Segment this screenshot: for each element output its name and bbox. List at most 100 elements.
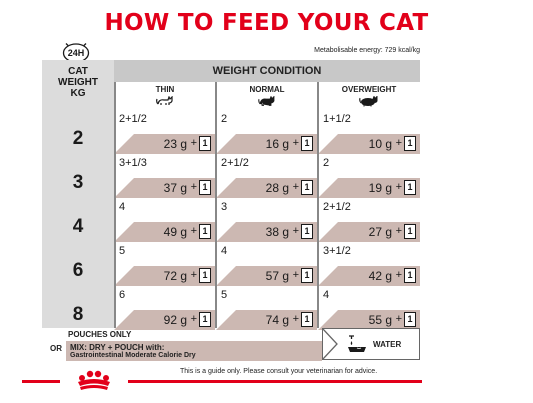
- pouch-count-cell: 2: [216, 110, 317, 134]
- dry-grams-cell: 38 g +1: [216, 222, 317, 242]
- grams-value: 16 g: [265, 137, 289, 151]
- dry-grams-cell: 37 g +1: [114, 178, 215, 198]
- feeding-options: POUCHES ONLY OR MIX: DRY + POUCH with: G…: [42, 328, 322, 361]
- pouch-count-cell: 2+1/2: [114, 110, 215, 134]
- pouch-count-cell: 3: [216, 198, 317, 222]
- brand-line-right: [128, 380, 422, 383]
- pouch-count-cell: 2+1/2: [216, 154, 317, 178]
- mix-product: Gastrointestinal Moderate Calorie Dry: [70, 352, 196, 359]
- cat-weight-header-line: KG: [70, 88, 86, 99]
- dry-grams-cell: 19 g +1: [318, 178, 420, 198]
- condition-label: OVERWEIGHT: [341, 85, 397, 94]
- thin-cat-icon: [156, 96, 173, 105]
- normal-cat-icon: [258, 96, 275, 106]
- grams-value: 19 g: [368, 181, 392, 195]
- pouch-icon: 1: [404, 268, 416, 283]
- grams-value: 49 g: [163, 225, 187, 239]
- pouch-icon: 1: [404, 136, 416, 151]
- cell-diagonal-cut: [216, 134, 236, 154]
- plus-sign: +: [190, 313, 197, 325]
- cell-diagonal-cut: [216, 310, 236, 330]
- pouch-icon: 1: [301, 180, 313, 195]
- grams-value: 72 g: [163, 269, 187, 283]
- royal-canin-crown-logo: [60, 368, 128, 392]
- weight-value: 6: [72, 260, 84, 281]
- metabolisable-energy: Metabolisable energy: 729 kcal/kg: [314, 47, 420, 54]
- pouch-icon: 1: [301, 136, 313, 151]
- column-divider: [114, 82, 116, 328]
- weight-value: 2: [72, 128, 84, 149]
- cell-diagonal-cut: [114, 310, 134, 330]
- plus-sign: +: [395, 225, 402, 237]
- condition-normal: NORMAL: [216, 82, 318, 110]
- condition-label: NORMAL: [249, 85, 285, 94]
- pouch-count-cell: 6: [114, 286, 215, 310]
- clock-label: 24H: [67, 48, 85, 58]
- grams-value: 23 g: [163, 137, 187, 151]
- grams-value: 92 g: [163, 313, 187, 327]
- pouch-count-cell: 3+1/2: [318, 242, 420, 266]
- pouch-icon: 1: [199, 136, 211, 151]
- dry-grams-cell: 16 g +1: [216, 134, 317, 154]
- cell-diagonal-cut: [114, 178, 134, 198]
- grams-value: 42 g: [368, 269, 392, 283]
- dry-grams-cell: 92 g +1: [114, 310, 215, 330]
- cell-diagonal-cut: [114, 222, 134, 242]
- plus-sign: +: [395, 269, 402, 281]
- pouch-count-cell: 4: [216, 242, 317, 266]
- brand-line-left: [22, 380, 60, 383]
- grams-value: 37 g: [163, 181, 187, 195]
- weight-condition-header: WEIGHT CONDITION: [114, 60, 420, 82]
- grams-value: 74 g: [265, 313, 289, 327]
- pouch-count-cell: 5: [114, 242, 215, 266]
- plus-sign: +: [395, 137, 402, 149]
- water-bowl-icon: [348, 335, 366, 352]
- cell-diagonal-cut: [318, 222, 338, 242]
- grams-value: 28 g: [265, 181, 289, 195]
- dry-grams-cell: 57 g +1: [216, 266, 317, 286]
- page-title: HOW TO FEED YOUR CAT: [104, 10, 429, 36]
- weight-value: 3: [72, 172, 84, 193]
- cell-diagonal-cut: [318, 266, 338, 286]
- weight-value: 8: [72, 304, 84, 325]
- feeding-table: CAT WEIGHT KG 2 3 4 6 8 WEIGHT CONDITION…: [42, 60, 420, 330]
- plus-sign: +: [395, 313, 402, 325]
- cell-diagonal-cut: [216, 178, 236, 198]
- grams-value: 55 g: [368, 313, 392, 327]
- cat-weight-header-line: CAT: [68, 66, 88, 77]
- pouch-icon: 1: [301, 312, 313, 327]
- dry-grams-cell: 23 g +1: [114, 134, 215, 154]
- plus-sign: +: [190, 137, 197, 149]
- mix-line: MIX: DRY + POUCH with:: [70, 343, 165, 352]
- cell-diagonal-cut: [318, 134, 338, 154]
- cell-diagonal-cut: [318, 178, 338, 198]
- dry-grams-cell: 27 g +1: [318, 222, 420, 242]
- cell-diagonal-cut: [318, 310, 338, 330]
- pouch-icon: 1: [301, 268, 313, 283]
- plus-sign: +: [292, 225, 299, 237]
- dry-grams-cell: 42 g +1: [318, 266, 420, 286]
- pouch-icon: 1: [199, 312, 211, 327]
- pouch-icon: 1: [199, 180, 211, 195]
- pouch-icon: 1: [404, 180, 416, 195]
- plus-sign: +: [190, 225, 197, 237]
- box-corner-divider: [323, 329, 338, 359]
- dry-grams-cell: 72 g +1: [114, 266, 215, 286]
- pouch-icon: 1: [199, 224, 211, 239]
- pouch-count-cell: 5: [216, 286, 317, 310]
- mix-box: MIX: DRY + POUCH with: Gastrointestinal …: [66, 341, 322, 361]
- grams-value: 27 g: [368, 225, 392, 239]
- cell-diagonal-cut: [216, 222, 236, 242]
- dry-grams-cell: 10 g +1: [318, 134, 420, 154]
- plus-sign: +: [292, 137, 299, 149]
- cat-weight-header-line: WEIGHT: [58, 77, 98, 88]
- or-label: OR: [50, 344, 62, 353]
- grams-value: 57 g: [265, 269, 289, 283]
- condition-label: THIN: [155, 85, 175, 94]
- cat-weight-column: CAT WEIGHT KG 2 3 4 6 8: [42, 60, 114, 328]
- overweight-cat-icon: [359, 96, 378, 107]
- condition-thin: THIN: [114, 82, 216, 110]
- pouch-count-cell: 4: [318, 286, 420, 310]
- plus-sign: +: [190, 181, 197, 193]
- pouch-count-cell: 4: [114, 198, 215, 222]
